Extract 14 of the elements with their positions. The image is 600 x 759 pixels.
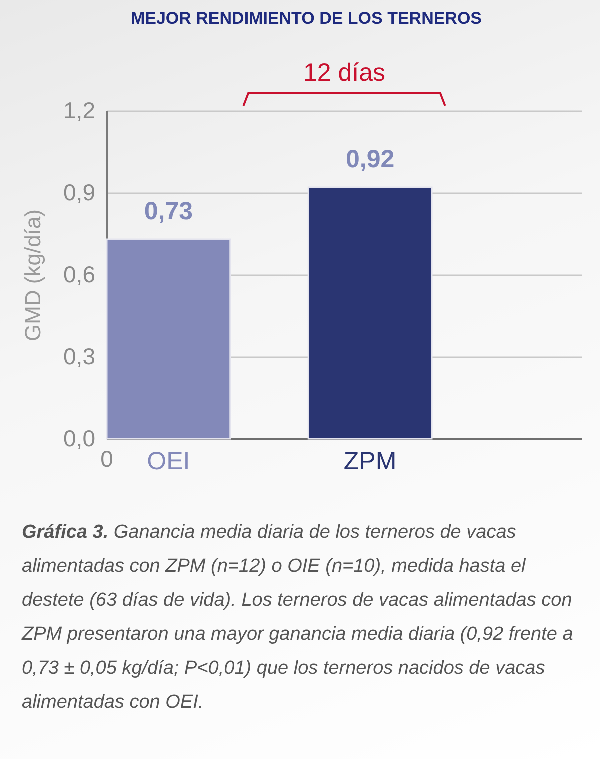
data-label: 0,73 (144, 197, 194, 226)
text: 12 días (303, 59, 386, 87)
y-tick-label: 0,6 (64, 262, 96, 288)
text: 0 (100, 446, 114, 472)
y-tick-label: 0,0 (64, 426, 96, 452)
y-tick-label: 1,2 (64, 98, 96, 124)
y-tick-label: 0,3 (64, 344, 96, 370)
chart-title: MEJOR RENDIMIENTO DE LOS TERNEROS (130, 9, 482, 28)
y-axis-title: GMD (kg/día) (20, 209, 46, 342)
x-tick-label: ZPM (344, 448, 397, 476)
x-tick-label: OEI (147, 448, 190, 476)
text: Gráfica 3. (22, 522, 109, 543)
y-tick-label: 0,9 (64, 180, 96, 206)
data-label: 0,92 (346, 146, 395, 174)
